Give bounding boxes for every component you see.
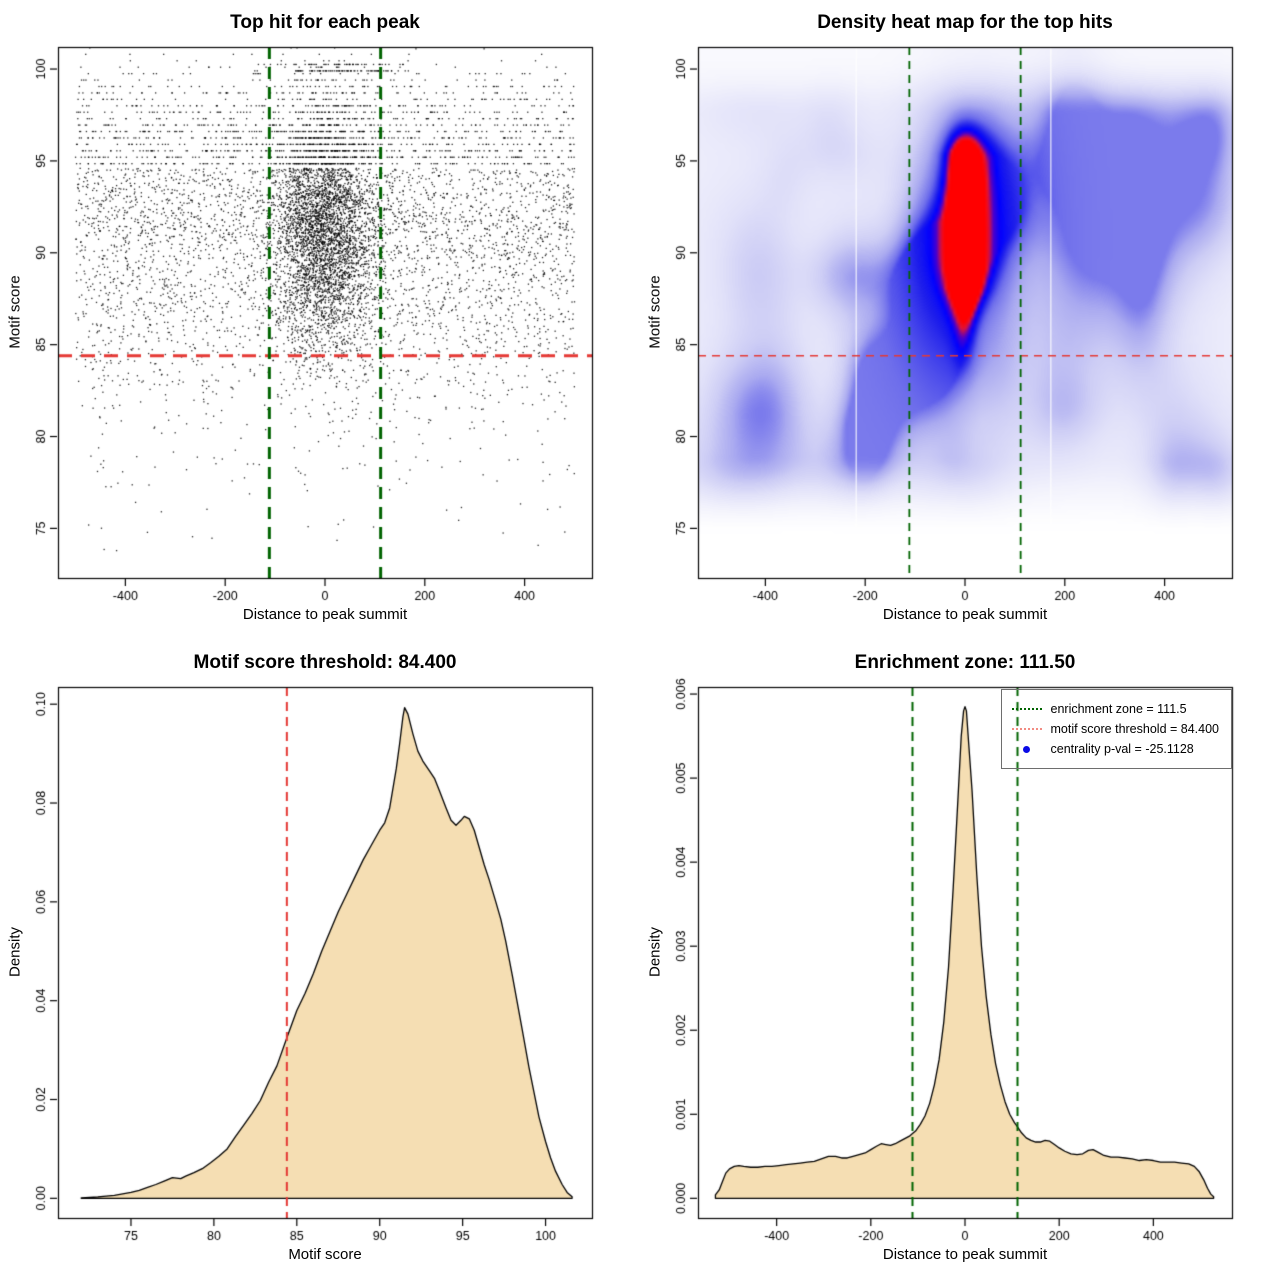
- distance-density-title: Enrichment zone: 111.50: [854, 652, 1076, 673]
- score-density-x-axis-label: Motif score: [288, 1246, 362, 1263]
- legend-row-enrichment-zone: enrichment zone = 111.5: [1011, 699, 1220, 719]
- panel-scatter-top-hits: Top hit for each peak Distance to peak s…: [0, 0, 640, 640]
- red-dotted-line-icon: [1011, 728, 1042, 730]
- green-dotted-line-icon: [1011, 708, 1042, 710]
- heatmap-x-axis-label: Distance to peak summit: [882, 606, 1048, 623]
- plot-legend: enrichment zone = 111.5 motif score thre…: [1000, 689, 1232, 769]
- panel-motif-score-density: Motif score threshold: 84.400 Motif scor…: [0, 640, 640, 1280]
- panel-density-heatmap: Density heat map for the top hits Distan…: [640, 0, 1280, 640]
- heatmap-plot-canvas: [640, 0, 1280, 640]
- distance-density-canvas: [640, 640, 1280, 1280]
- blue-dot-icon: [1012, 745, 1042, 753]
- heatmap-title: Density heat map for the top hits: [817, 12, 1113, 33]
- distance-density-x-axis-label: Distance to peak summit: [882, 1246, 1048, 1263]
- panel-distance-density: Enrichment zone: 111.50 Distance to peak…: [640, 640, 1280, 1280]
- scatter-title: Top hit for each peak: [230, 12, 420, 33]
- score-density-canvas: [0, 640, 640, 1280]
- legend-row-motif-threshold: motif score threshold = 84.400: [1011, 719, 1219, 739]
- scatter-plot-canvas: [0, 0, 640, 640]
- score-density-title: Motif score threshold: 84.400: [193, 652, 457, 673]
- scatter-x-axis-label: Distance to peak summit: [242, 606, 408, 623]
- legend-row-centrality-pval: centrality p-val = -25.1128: [1012, 739, 1220, 759]
